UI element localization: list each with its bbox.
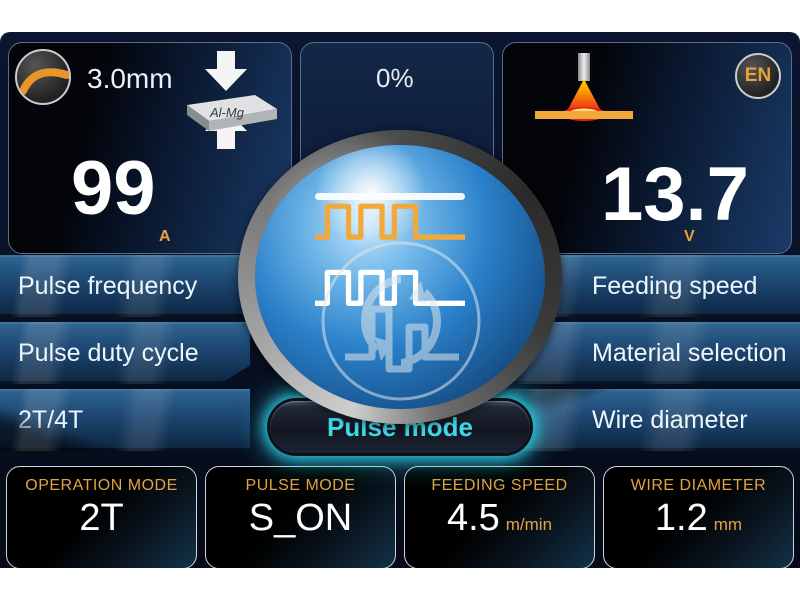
svg-text:Al-Mg: Al-Mg (209, 105, 245, 120)
